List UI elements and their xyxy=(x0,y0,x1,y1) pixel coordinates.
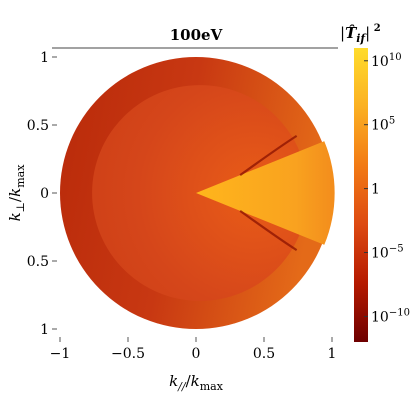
colorbar-tick-label: 10−10 xyxy=(371,307,410,325)
colorbar-tick-label: 10−5 xyxy=(371,244,404,262)
y-axis-ticks: 1 0.5 0 0.5 1 xyxy=(27,50,57,338)
y-label-slash: / xyxy=(6,196,24,202)
wedge-edge-lower xyxy=(239,209,298,252)
colorbar-tick-exponent: −5 xyxy=(389,244,404,255)
x-tick-label: −0.5 xyxy=(111,346,145,362)
colorbar-tick-base: 10 xyxy=(371,118,389,134)
x-label-sub2: max xyxy=(200,380,224,393)
chart-title: 100eV xyxy=(170,26,223,44)
colorbar-tick-label: 1 xyxy=(371,182,380,198)
colorbar-title: |T̂if| 2 xyxy=(340,23,381,45)
cb-title-sq: 2 xyxy=(370,23,380,34)
x-tick-label: 0 xyxy=(192,346,201,362)
y-label-k2: k xyxy=(6,188,24,197)
cb-title-bar2: | xyxy=(365,24,370,42)
colorbar-tick-label: 105 xyxy=(371,116,395,134)
y-tick-label: 0 xyxy=(40,186,49,202)
x-tick-label: 0.5 xyxy=(253,346,275,362)
y-tick-label: 0.5 xyxy=(27,254,49,270)
y-tick-label: 1 xyxy=(40,50,49,66)
colorbar-tick-exponent: 10 xyxy=(389,52,402,63)
x-label-sub: // xyxy=(177,380,187,393)
colorbar-tick-base: 10 xyxy=(371,54,389,70)
y-label-sub2: max xyxy=(14,164,27,188)
y-label-k: k xyxy=(6,212,24,221)
colorbar-tick-base: 10 xyxy=(371,309,389,325)
colorbar-tick-label: 1010 xyxy=(371,52,402,70)
colorbar xyxy=(354,48,368,342)
x-axis-ticks: −1 −0.5 0 0.5 1 xyxy=(50,337,337,362)
wedge-edge-upper xyxy=(239,134,298,177)
colorbar-tick-exponent: −10 xyxy=(389,307,410,318)
y-label-sub: ⊥ xyxy=(14,202,27,212)
y-tick-label: 0.5 xyxy=(27,118,49,134)
y-tick-label: 1 xyxy=(40,322,49,338)
cb-title-bar1: | xyxy=(340,24,345,42)
y-axis-label: k⊥/kmax xyxy=(6,164,27,222)
x-label-k2: k xyxy=(191,372,200,390)
x-label-slash: / xyxy=(186,372,192,390)
x-axis-label: k///kmax xyxy=(169,372,224,393)
cb-title-sub: if xyxy=(356,32,367,45)
colorbar-tick-exponent: 5 xyxy=(389,116,395,127)
colorbar-tick-base: 1 xyxy=(371,182,380,198)
colorbar-tick-base: 10 xyxy=(371,246,389,262)
x-label-k: k xyxy=(169,372,178,390)
hot-wedge-region xyxy=(196,139,335,247)
x-tick-label: 1 xyxy=(328,346,337,362)
x-tick-label: −1 xyxy=(50,346,71,362)
cb-title-T: T̂ xyxy=(345,24,358,42)
